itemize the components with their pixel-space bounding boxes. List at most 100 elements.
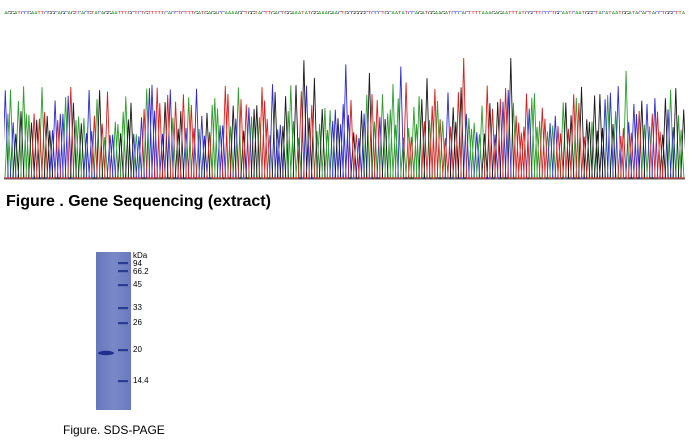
sequence-base: T (508, 11, 512, 14)
sequence-base: C (348, 11, 352, 14)
sequence-base: C (371, 11, 375, 14)
marker-band (118, 349, 128, 352)
marker-band (118, 307, 128, 310)
sequence-base: A (518, 11, 522, 14)
sequence-base: G (528, 11, 532, 14)
sequence-base: C (97, 11, 101, 14)
sequence-base: A (652, 11, 656, 14)
sequence-base: C (171, 11, 175, 14)
sequence-base: A (214, 11, 218, 14)
sequence-base: A (304, 11, 308, 14)
sequence-base: C (164, 11, 168, 14)
sequence-base: G (622, 11, 626, 14)
sequence-base: T (178, 11, 182, 14)
sequence-base: G (625, 11, 629, 14)
marker-label-66: 66.2 (133, 267, 149, 276)
marker-band (118, 322, 128, 325)
sequence-base: T (121, 11, 125, 14)
sequence-base: T (188, 11, 192, 14)
sequence-base: T (595, 11, 599, 14)
sequence-base: A (395, 11, 399, 14)
sequence-base: T (678, 11, 682, 14)
sequence-base: G (428, 11, 432, 14)
sequence-base: A (485, 11, 489, 14)
sequence-base: T (161, 11, 165, 14)
sequence-base: A (298, 11, 302, 14)
sequence-base: A (612, 11, 616, 14)
sequence-base: A (628, 11, 632, 14)
sequence-base: C (174, 11, 178, 14)
sequence-base: C (138, 11, 142, 14)
sequence-base: A (294, 11, 298, 14)
gel-lane-image (96, 252, 131, 410)
sequence-base: T (41, 11, 45, 14)
sequence-base: C (365, 11, 369, 14)
figure-2-caption: Figure. SDS-PAGE (63, 423, 165, 437)
sequence-base: G (418, 11, 422, 14)
sequence-base: T (184, 11, 188, 14)
sequence-base: A (421, 11, 425, 14)
sequence-base: G (441, 11, 445, 14)
sequence-base: A (401, 11, 405, 14)
sequence-base: T (632, 11, 636, 14)
marker-band (118, 284, 128, 287)
sequence-base: C (672, 11, 676, 14)
sequence-base: G (665, 11, 669, 14)
sequence-base: A (481, 11, 485, 14)
sequence-base: C (21, 11, 25, 14)
sequence-base: G (107, 11, 111, 14)
sequence-base: C (218, 11, 222, 14)
marker-label-33: 33 (133, 303, 142, 312)
sequence-base: C (602, 11, 606, 14)
sequence-base: T (91, 11, 95, 14)
sequence-base: T (448, 11, 452, 14)
sequence-base: C (465, 11, 469, 14)
sequence-base: C (541, 11, 545, 14)
sequence-base: C (54, 11, 58, 14)
sequence-base: C (451, 11, 455, 14)
sequence-base: A (642, 11, 646, 14)
sequence-base: A (461, 11, 465, 14)
sequence-base: T (268, 11, 272, 14)
sequence-base: G (498, 11, 502, 14)
sequence-base: T (538, 11, 542, 14)
sequence-base: T (74, 11, 78, 14)
sequence-base: A (94, 11, 98, 14)
sequence-base: C (375, 11, 379, 14)
sequence-base: A (101, 11, 105, 14)
sequence-base: A (208, 11, 212, 14)
sequence-base: T (381, 11, 385, 14)
sequence-base: G (588, 11, 592, 14)
sequence-base: C (338, 11, 342, 14)
marker-band (118, 270, 128, 273)
sequence-base: C (458, 11, 462, 14)
marker-band (118, 262, 128, 265)
sequence-base: T (134, 11, 138, 14)
sequence-base: G (355, 11, 359, 14)
sequence-base: G (51, 11, 55, 14)
sequence-base: G (87, 11, 91, 14)
sequence-base: C (572, 11, 576, 14)
sequence-base: C (84, 11, 88, 14)
sequence-base: T (124, 11, 128, 14)
sequence-base: A (488, 11, 492, 14)
sequence-base: C (131, 11, 135, 14)
figure-1-caption: Figure . Gene Sequencing (extract) (6, 193, 271, 210)
sequence-base: A (57, 11, 61, 14)
sequence-base: A (258, 11, 262, 14)
sequence-base: A (4, 11, 8, 14)
sequence-base: G (311, 11, 315, 14)
sequence-base: G (144, 11, 148, 14)
sequence-base: C (655, 11, 659, 14)
sequence-base: G (248, 11, 252, 14)
sequence-base: T (154, 11, 158, 14)
sequence-base: T (475, 11, 479, 14)
sequence-base: T (118, 11, 122, 14)
sequence-base: T (281, 11, 285, 14)
sequence-base: A (565, 11, 569, 14)
sequence-base: C (658, 11, 662, 14)
sequence-base: A (31, 11, 35, 14)
sequence-base: G (314, 11, 318, 14)
sequence-base: C (181, 11, 185, 14)
